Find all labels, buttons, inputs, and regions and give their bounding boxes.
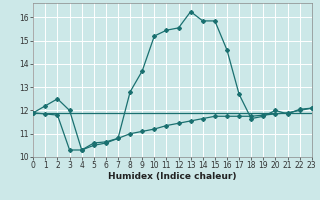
X-axis label: Humidex (Indice chaleur): Humidex (Indice chaleur) [108, 172, 237, 181]
